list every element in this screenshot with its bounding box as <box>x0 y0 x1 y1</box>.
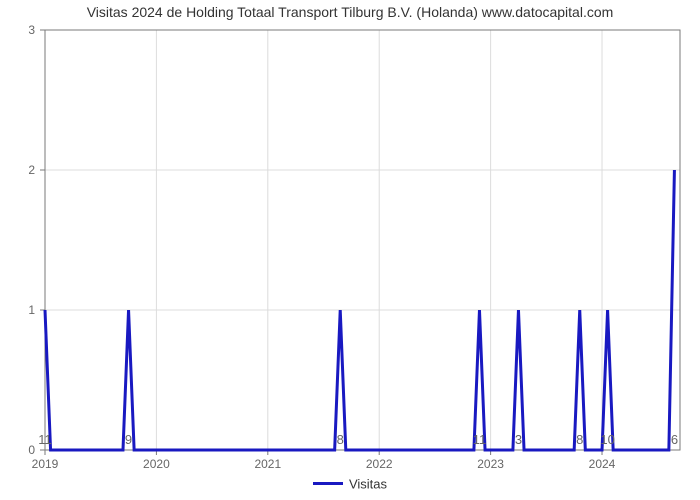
value-label: 10 <box>600 432 614 447</box>
x-tick-label: 2019 <box>32 457 59 470</box>
value-label: 8 <box>337 432 344 447</box>
value-label: 11 <box>38 432 52 447</box>
value-label: 8 <box>576 432 583 447</box>
x-tick-label: 2021 <box>254 457 281 470</box>
y-tick-label: 1 <box>28 303 35 317</box>
value-label: 9 <box>125 432 132 447</box>
legend: Visitas <box>0 475 700 493</box>
x-tick-label: 2024 <box>589 457 616 470</box>
y-tick-label: 2 <box>28 163 35 177</box>
grid <box>45 30 680 450</box>
value-label: 6 <box>671 432 678 447</box>
value-label: 11 <box>473 432 487 447</box>
y-tick-labels: 0 1 2 3 <box>28 23 35 457</box>
x-tick-label: 2022 <box>366 457 393 470</box>
value-label: 3 <box>515 432 522 447</box>
chart-plot: 0 1 2 3 2019 2020 2021 2022 2023 2024 11 9 8 11 3 8 10… <box>0 0 700 470</box>
y-tick-label: 0 <box>28 443 35 457</box>
x-tick-label: 2023 <box>477 457 504 470</box>
legend-label: Visitas <box>349 476 387 491</box>
y-tick-label: 3 <box>28 23 35 37</box>
x-tick-label: 2020 <box>143 457 170 470</box>
legend-swatch <box>313 482 343 485</box>
x-tick-labels: 2019 2020 2021 2022 2023 2024 <box>32 457 616 470</box>
